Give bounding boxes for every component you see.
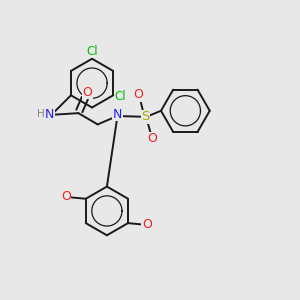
Text: Cl: Cl — [86, 45, 98, 58]
Text: O: O — [82, 86, 92, 99]
Text: O: O — [61, 190, 71, 203]
Text: N: N — [44, 108, 54, 121]
Text: Cl: Cl — [115, 90, 126, 103]
Text: N: N — [113, 108, 122, 121]
Text: H: H — [37, 109, 45, 119]
Text: O: O — [148, 132, 158, 145]
Text: O: O — [142, 218, 152, 231]
Text: O: O — [134, 88, 143, 101]
Text: S: S — [141, 110, 150, 123]
